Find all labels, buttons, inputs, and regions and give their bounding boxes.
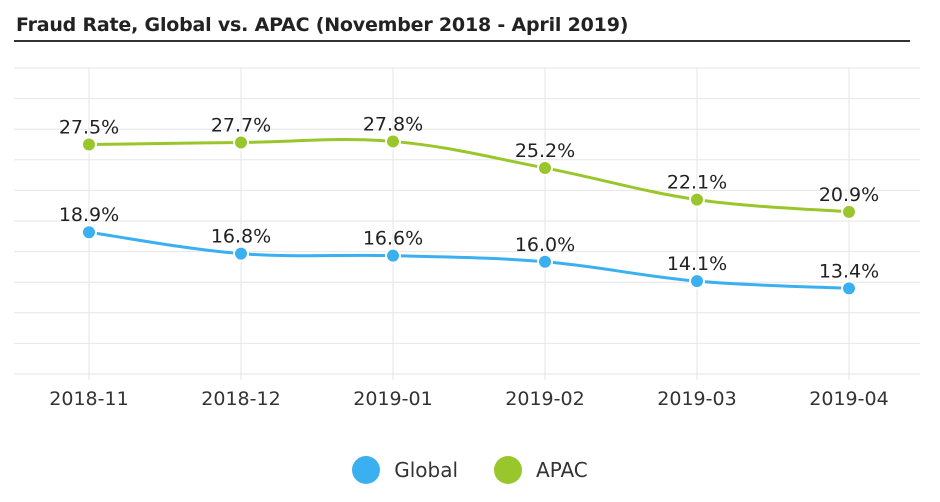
data-label-global: 16.0% bbox=[515, 234, 575, 256]
legend-swatch-apac bbox=[494, 456, 523, 484]
data-point-apac bbox=[385, 133, 401, 150]
legend: Global APAC bbox=[0, 452, 940, 488]
legend-item-apac[interactable]: APAC bbox=[494, 456, 588, 484]
data-label-global: 16.6% bbox=[363, 228, 423, 250]
data-point-global bbox=[385, 247, 401, 264]
legend-label-global: Global bbox=[394, 458, 459, 482]
data-label-apac: 27.7% bbox=[211, 114, 271, 136]
data-label-global: 18.9% bbox=[59, 204, 119, 226]
title-bar: Fraud Rate, Global vs. APAC (November 20… bbox=[14, 10, 910, 42]
series-line-apac bbox=[88, 138, 850, 214]
legend-item-global[interactable]: Global bbox=[352, 456, 458, 484]
x-tick-label: 2019-01 bbox=[353, 388, 432, 410]
x-tick-label: 2019-02 bbox=[505, 388, 584, 410]
legend-swatch-global bbox=[352, 456, 381, 484]
data-point-global bbox=[689, 273, 705, 290]
data-point-apac bbox=[81, 136, 97, 153]
data-point-global bbox=[841, 280, 857, 297]
data-point-global bbox=[537, 253, 553, 270]
data-label-global: 16.8% bbox=[211, 226, 271, 248]
data-point-apac bbox=[689, 191, 705, 208]
data-point-apac bbox=[841, 203, 857, 220]
data-label-apac: 27.5% bbox=[59, 117, 119, 139]
data-point-global bbox=[81, 224, 97, 241]
data-label-global: 14.1% bbox=[667, 253, 727, 275]
data-label-apac: 25.2% bbox=[515, 140, 575, 162]
data-point-global bbox=[233, 245, 249, 262]
line-chart: 2018-11 2018-12 2019-01 2019-02 2019-03 2019-… bbox=[14, 67, 920, 410]
data-label-apac: 22.1% bbox=[667, 172, 727, 194]
legend-label-apac: APAC bbox=[536, 458, 588, 482]
data-point-apac bbox=[233, 134, 249, 151]
x-tick-label: 2018-11 bbox=[49, 388, 128, 410]
data-label-apac: 27.8% bbox=[363, 113, 423, 135]
series-line-global bbox=[88, 230, 850, 290]
x-tick-label: 2019-04 bbox=[809, 388, 888, 410]
data-label-global: 13.4% bbox=[819, 260, 879, 282]
x-tick-label: 2019-03 bbox=[657, 388, 736, 410]
data-point-apac bbox=[537, 159, 553, 176]
data-label-apac: 20.9% bbox=[819, 184, 879, 206]
x-tick-label: 2018-12 bbox=[201, 388, 280, 410]
chart-title: Fraud Rate, Global vs. APAC (November 20… bbox=[16, 14, 629, 36]
